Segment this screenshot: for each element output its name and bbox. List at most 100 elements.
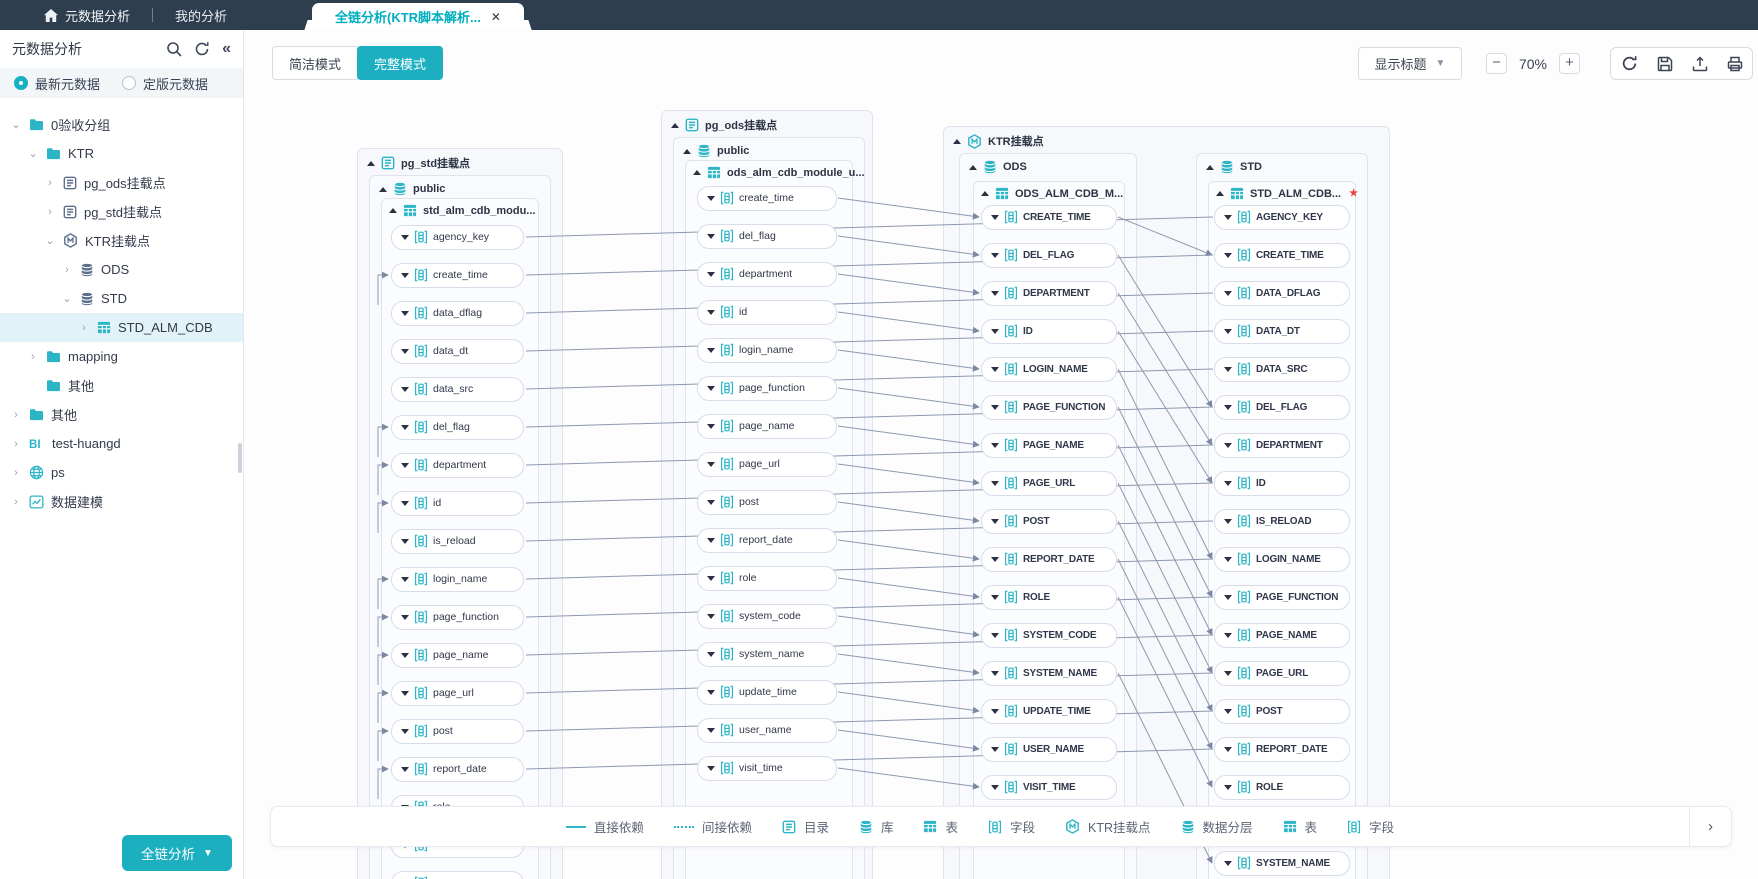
field-row-agency_key[interactable]: agency_key [391, 224, 524, 250]
tree-item-KTR挂载点[interactable]: ⌄ KTR挂载点 [0, 226, 243, 255]
tree-item-ps[interactable]: › ps [0, 458, 243, 487]
field-row-department[interactable]: department [697, 261, 837, 287]
expand-caret-icon[interactable] [991, 784, 999, 790]
home-menu-item[interactable]: 元数据分析 [44, 6, 130, 25]
table-header-std_alm_cdb_modu...[interactable]: std_alm_cdb_modu... [389, 204, 535, 217]
zoom-out-button[interactable]: − [1486, 53, 1507, 74]
field-row-LOGIN_NAME[interactable]: LOGIN_NAME [981, 356, 1117, 382]
tree-item-pg_std挂载点[interactable]: › pg_std挂载点 [0, 197, 243, 226]
search-icon[interactable] [166, 41, 182, 57]
field-row-data_dflag[interactable]: data_dflag [391, 300, 524, 326]
expand-caret-icon[interactable] [1224, 670, 1232, 676]
field-row-USER_NAME[interactable]: USER_NAME [981, 736, 1117, 762]
field-row-POST[interactable]: POST [1214, 698, 1350, 724]
expand-caret-icon[interactable] [1224, 784, 1232, 790]
expand-caret-icon[interactable] [991, 632, 999, 638]
field-row-DEPARTMENT[interactable]: DEPARTMENT [981, 280, 1117, 306]
expand-caret-icon[interactable] [991, 252, 999, 258]
chevron-down-icon[interactable]: ⌄ [11, 119, 21, 131]
field-row-ID[interactable]: ID [1214, 470, 1350, 496]
expand-caret-icon[interactable] [401, 728, 409, 734]
collapse-caret-icon[interactable] [953, 138, 961, 144]
collapse-caret-icon[interactable] [683, 148, 691, 154]
expand-caret-icon[interactable] [401, 348, 409, 354]
tree-item-ODS[interactable]: › ODS [0, 255, 243, 284]
chevron-right-icon[interactable]: › [14, 437, 18, 450]
chevron-right-icon[interactable]: › [82, 321, 86, 334]
tree-item-test-huangd[interactable]: › BI test-huangd [0, 429, 243, 458]
field-row-data_src[interactable]: data_src [391, 376, 524, 402]
group-header-pg_ods挂载点[interactable]: pg_ods挂载点 [671, 117, 777, 133]
field-row-del_flag[interactable]: del_flag [391, 414, 524, 440]
expand-caret-icon[interactable] [991, 290, 999, 296]
field-row-report_date[interactable]: report_date [391, 756, 524, 782]
table-header-STD_ALM_CDB...[interactable]: STD_ALM_CDB... ★ [1216, 187, 1358, 200]
expand-caret-icon[interactable] [1224, 404, 1232, 410]
expand-caret-icon[interactable] [991, 480, 999, 486]
chevron-down-icon[interactable]: ⌄ [45, 235, 55, 247]
field-row-PAGE_FUNCTION[interactable]: PAGE_FUNCTION [1214, 584, 1350, 610]
tree-item-0验收分组[interactable]: ⌄ 0验收分组 [0, 110, 243, 139]
export-icon[interactable] [1692, 55, 1708, 72]
field-row-DEPARTMENT[interactable]: DEPARTMENT [1214, 432, 1350, 458]
db-header-public[interactable]: public [683, 144, 749, 158]
legend-next-button[interactable]: › [1689, 807, 1731, 846]
expand-caret-icon[interactable] [707, 765, 715, 771]
expand-caret-icon[interactable] [401, 576, 409, 582]
tree-item-其他[interactable]: › 其他 [0, 400, 243, 429]
field-row-AGENCY_KEY[interactable]: AGENCY_KEY [1214, 204, 1350, 230]
expand-caret-icon[interactable] [1224, 252, 1232, 258]
expand-caret-icon[interactable] [1224, 518, 1232, 524]
collapse-caret-icon[interactable] [671, 122, 679, 128]
expand-caret-icon[interactable] [1224, 366, 1232, 372]
expand-caret-icon[interactable] [991, 214, 999, 220]
field-row-login_name[interactable]: login_name [697, 337, 837, 363]
chevron-right-icon[interactable]: › [48, 176, 52, 189]
chevron-right-icon[interactable]: › [14, 495, 18, 508]
active-analysis-tab[interactable]: 全链分析(KTR脚本解析... ✕ [312, 3, 524, 30]
expand-caret-icon[interactable] [1224, 632, 1232, 638]
field-row-page_function[interactable]: page_function [391, 604, 524, 630]
field-row-PAGE_FUNCTION[interactable]: PAGE_FUNCTION [981, 394, 1117, 420]
tree-item-其他[interactable]: 其他 [0, 371, 243, 400]
tree-item-mapping[interactable]: › mapping [0, 342, 243, 371]
table-header-ODS_ALM_CDB_M...[interactable]: ODS_ALM_CDB_M... [981, 187, 1123, 200]
expand-caret-icon[interactable] [1224, 214, 1232, 220]
field-row-department[interactable]: department [391, 452, 524, 478]
expand-caret-icon[interactable] [707, 461, 715, 467]
full-chain-analysis-button[interactable]: 全链分析 ▼ [122, 835, 232, 871]
tree-item-STD[interactable]: ⌄ STD [0, 284, 243, 313]
expand-caret-icon[interactable] [401, 690, 409, 696]
simple-mode-button[interactable]: 简洁模式 [272, 46, 359, 80]
field-row-DATA_SRC[interactable]: DATA_SRC [1214, 356, 1350, 382]
field-row-page_function[interactable]: page_function [697, 375, 837, 401]
chevron-right-icon[interactable]: › [48, 205, 52, 218]
field-row-page_name[interactable]: page_name [391, 642, 524, 668]
field-row-IS_RELOAD[interactable]: IS_RELOAD [1214, 508, 1350, 534]
expand-caret-icon[interactable] [1224, 556, 1232, 562]
chevron-right-icon[interactable]: › [14, 408, 18, 421]
expand-caret-icon[interactable] [991, 366, 999, 372]
chevron-right-icon[interactable]: › [65, 263, 69, 276]
field-row-ID[interactable]: ID [981, 318, 1117, 344]
expand-caret-icon[interactable] [991, 670, 999, 676]
radio-versioned-metadata[interactable]: 定版元数据 [122, 74, 208, 93]
field-row-create_time[interactable]: create_time [391, 262, 524, 288]
field-row-create_time[interactable]: create_time [697, 185, 837, 211]
field-row-page_url[interactable]: page_url [697, 451, 837, 477]
expand-caret-icon[interactable] [1224, 860, 1232, 866]
expand-caret-icon[interactable] [707, 499, 715, 505]
field-row-system_code[interactable]: system_code [697, 603, 837, 629]
field-row-visit_time[interactable]: visit_time [697, 755, 837, 781]
expand-caret-icon[interactable] [401, 462, 409, 468]
tree-item-数据建模[interactable]: › 数据建模 [0, 487, 243, 516]
field-row-PAGE_NAME[interactable]: PAGE_NAME [1214, 622, 1350, 648]
db-header-public[interactable]: public [379, 182, 445, 196]
db-header-STD[interactable]: STD [1206, 160, 1262, 174]
expand-caret-icon[interactable] [1224, 328, 1232, 334]
expand-caret-icon[interactable] [1224, 480, 1232, 486]
expand-caret-icon[interactable] [401, 538, 409, 544]
expand-caret-icon[interactable] [707, 195, 715, 201]
field-row-post[interactable]: post [391, 718, 524, 744]
field-row-DATA_DFLAG[interactable]: DATA_DFLAG [1214, 280, 1350, 306]
